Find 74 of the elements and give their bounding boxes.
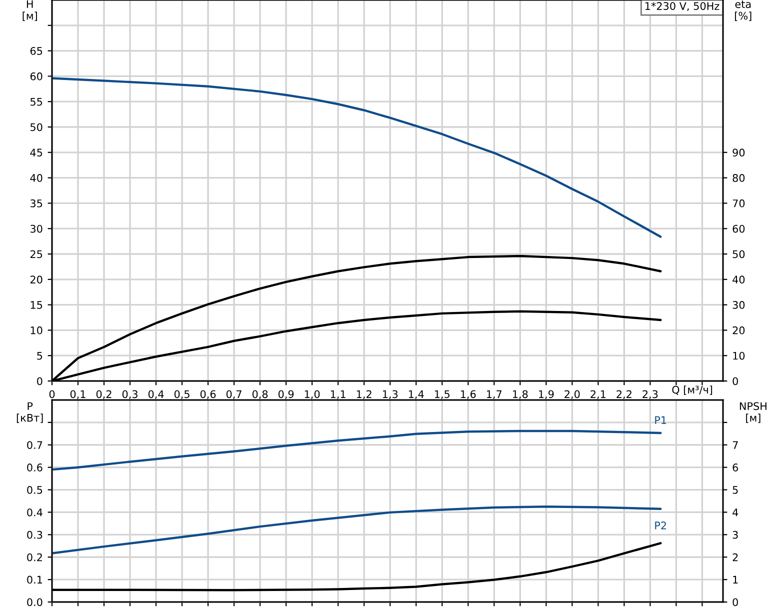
y2-tick-label: 30 <box>732 301 745 309</box>
x-tick-label: 0 <box>49 390 55 398</box>
chart-title: 1*230 V, 50Hz <box>645 2 720 12</box>
x-tick-label: 1,2 <box>356 390 372 400</box>
x-tick-label: 1,4 <box>408 390 424 400</box>
y2-tick-label: 80 <box>732 174 745 182</box>
y-tick-label: 0.6 <box>27 464 42 472</box>
y-tick-label: 65 <box>30 47 42 55</box>
y2-axis-title: NPSH [м] <box>740 402 766 423</box>
annotation: P1 <box>655 416 666 424</box>
y-tick-label: 0.7 <box>27 441 42 449</box>
y-tick-label: 15 <box>30 301 42 309</box>
x-tick-label: 1,0 <box>304 390 320 400</box>
y-tick-label: 0.3 <box>27 530 42 539</box>
y-tick-label: 0.5 <box>27 486 42 494</box>
x-tick-label: 1,7 <box>486 390 502 400</box>
y2-tick-label: 1 <box>733 576 738 584</box>
y2-axis-title: eta [%] <box>735 0 752 21</box>
y2-tick-label: 20 <box>732 326 745 334</box>
x-tick-label: 0,8 <box>252 390 268 400</box>
y-tick-label: 5 <box>37 352 42 360</box>
y-tick-label: 55 <box>30 98 42 106</box>
x-tick-label: 0,2 <box>96 390 112 400</box>
x-tick-label: 0,7 <box>226 390 242 400</box>
y2-tick-label: 90 <box>732 148 745 157</box>
x-tick-label: 2,2 <box>616 390 632 400</box>
x-tick-label: 1,6 <box>460 390 476 400</box>
x-tick-label: 1,9 <box>539 390 554 400</box>
y2-tick-label: 10 <box>733 352 745 360</box>
y2-tick-label: 3 <box>732 530 738 539</box>
x-tick-label: 1,8 <box>513 390 528 400</box>
y-tick-label: 40 <box>30 174 42 182</box>
y2-tick-label: 7 <box>732 441 738 449</box>
y2-tick-label: 0 <box>732 598 738 606</box>
x-tick-label: 1,5 <box>434 390 450 400</box>
x-tick-label: 2,3 <box>642 390 658 400</box>
y-tick-label: 20 <box>30 276 42 284</box>
x-tick-label: 0,1 <box>70 390 86 400</box>
x-tick-label: 2,1 <box>590 390 606 400</box>
y2-tick-label: 4 <box>732 508 738 516</box>
y-tick-label: 30 <box>30 224 42 233</box>
line-series <box>52 430 662 471</box>
y2-tick-label: 5 <box>732 486 738 494</box>
y2-tick-label: 40 <box>732 276 745 284</box>
y2-tick-label: 70 <box>732 199 745 208</box>
y2-tick-label: 6 <box>732 464 738 472</box>
x-tick-label: 2,0 <box>564 390 580 400</box>
y2-tick-label: 0 <box>732 377 738 386</box>
y-tick-label: 60 <box>30 72 42 80</box>
y-tick-label: 10 <box>30 326 42 334</box>
y2-tick-label: 50 <box>732 250 745 258</box>
y-axis-title: P [кВт] <box>16 402 43 423</box>
annotation: P2 <box>655 522 666 530</box>
x-tick-label: 0,4 <box>148 390 164 400</box>
x-tick-label: 1,1 <box>330 390 346 400</box>
x-tick-label: 0,3 <box>122 390 138 400</box>
line-series <box>52 77 662 238</box>
x-axis-title: Q [м³/ч] <box>672 386 712 395</box>
y-axis-title: H [м] <box>22 0 37 21</box>
x-tick-label: 1,3 <box>382 390 398 400</box>
y2-tick-label: 2 <box>732 553 738 562</box>
x-tick-label: 0,5 <box>174 390 190 400</box>
y-tick-label: 0.1 <box>27 576 42 584</box>
y-tick-label: 0 <box>37 377 42 386</box>
x-tick-label: 0,9 <box>278 390 294 400</box>
y-tick-label: 0.0 <box>27 598 42 606</box>
y-tick-label: 25 <box>30 250 42 258</box>
y-tick-label: 0.2 <box>27 553 42 562</box>
x-tick-label: 0,6 <box>200 390 216 400</box>
y-tick-label: 0.4 <box>27 508 42 516</box>
y-tick-label: 35 <box>30 199 42 208</box>
y2-tick-label: 60 <box>732 224 745 233</box>
y-tick-label: 45 <box>30 148 42 157</box>
y-tick-label: 50 <box>30 123 42 132</box>
